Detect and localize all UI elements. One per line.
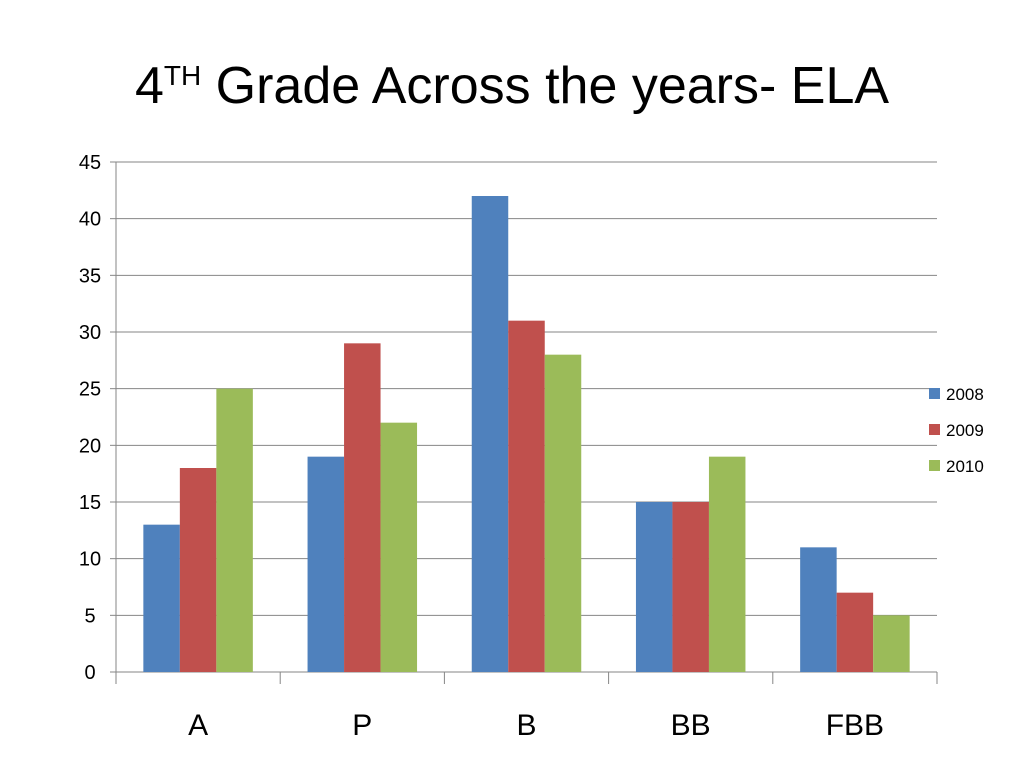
legend-swatch-2009 — [929, 424, 940, 435]
y-tick-label: 0 — [84, 662, 95, 684]
bar-2008-b — [471, 196, 509, 672]
bar-2010-a — [216, 388, 253, 672]
legend-swatch-2008 — [929, 388, 940, 399]
bar-2010-p — [380, 422, 418, 672]
title-text: Grade Across the years- ELA — [215, 57, 890, 115]
legend-swatch-2010 — [929, 460, 940, 471]
bar-2009-a — [179, 468, 217, 672]
y-tick-label: 5 — [84, 605, 95, 627]
legend-label-2008: 2008 — [946, 385, 984, 404]
bar-2009-p — [344, 343, 381, 672]
x-tick-label: BB — [671, 709, 711, 742]
title-superscript: TH — [163, 60, 202, 91]
y-tick-label: 10 — [79, 549, 101, 571]
y-tick-label: 35 — [79, 265, 101, 287]
y-tick-label: 20 — [79, 435, 101, 457]
y-tick-label: 15 — [79, 492, 101, 514]
bar-2008-fbb — [800, 547, 837, 672]
bar-2009-bb — [672, 502, 709, 672]
x-tick-label: FBB — [826, 709, 884, 742]
chart-title: 4TH Grade Across the years- ELA — [0, 60, 1024, 112]
bar-2008-a — [143, 524, 180, 672]
x-tick-label: B — [516, 709, 536, 742]
y-tick-label: 40 — [79, 209, 101, 231]
y-tick-label: 25 — [79, 379, 101, 401]
bar-2008-p — [307, 456, 345, 672]
bar-2008-bb — [635, 502, 673, 672]
bar-2009-b — [508, 320, 545, 672]
x-tick-label: P — [352, 709, 372, 742]
legend-label-2010: 2010 — [946, 457, 984, 476]
title-number: 4 — [134, 57, 164, 115]
y-tick-label: 30 — [79, 322, 101, 344]
y-tick-label: 45 — [79, 152, 101, 174]
bar-2010-fbb — [873, 615, 910, 672]
bar-2010-b — [544, 354, 582, 672]
x-tick-label: A — [188, 709, 208, 742]
bar-2010-bb — [708, 456, 746, 672]
bar-2009-fbb — [836, 592, 874, 672]
legend-label-2009: 2009 — [946, 421, 984, 440]
